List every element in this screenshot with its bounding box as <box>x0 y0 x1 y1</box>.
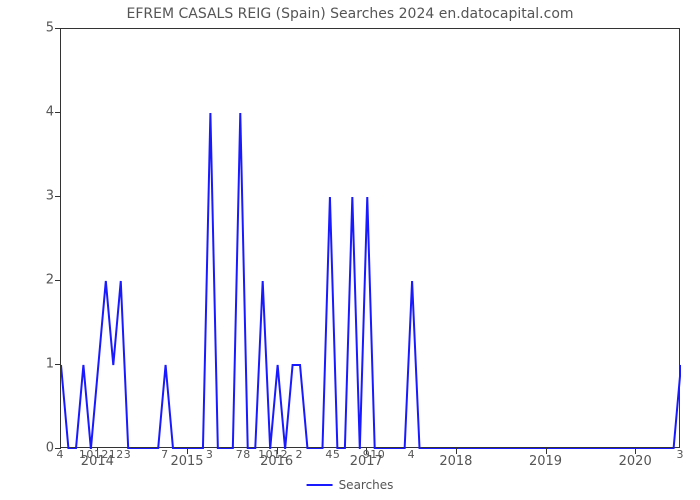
xtick-major-label: 2020 <box>619 454 652 469</box>
value-label: 1 <box>94 448 101 461</box>
value-label: 3 <box>124 448 131 461</box>
value-label: 0 <box>86 448 93 461</box>
ytick-mark <box>55 280 61 281</box>
ytick-label: 0 <box>14 441 54 456</box>
ytick-mark <box>55 112 61 113</box>
xtick-major-mark <box>635 448 636 454</box>
value-label: 0 <box>378 448 385 461</box>
value-label: 1 <box>273 448 280 461</box>
value-label: 8 <box>243 448 250 461</box>
ytick-mark <box>55 196 61 197</box>
ytick-label: 4 <box>14 105 54 120</box>
value-label: 2 <box>101 448 108 461</box>
ytick-label: 5 <box>14 21 54 36</box>
xtick-major-mark <box>546 448 547 454</box>
value-label: 5 <box>333 448 340 461</box>
legend-swatch <box>307 484 333 486</box>
xtick-major-label: 2015 <box>170 454 203 469</box>
value-label: 1 <box>258 448 265 461</box>
xtick-major-mark <box>187 448 188 454</box>
plot-area <box>60 28 680 448</box>
xtick-major-label: 2019 <box>529 454 562 469</box>
series-line <box>61 29 681 449</box>
value-label: 1 <box>370 448 377 461</box>
value-label: 9 <box>363 448 370 461</box>
legend-label: Searches <box>339 478 394 492</box>
value-label: 3 <box>206 448 213 461</box>
ytick-label: 3 <box>14 189 54 204</box>
xtick-major-label: 2018 <box>439 454 472 469</box>
legend: Searches <box>307 478 394 492</box>
chart-title: EFREM CASALS REIG (Spain) Searches 2024 … <box>0 6 700 22</box>
value-label: 2 <box>116 448 123 461</box>
value-label: 0 <box>266 448 273 461</box>
value-label: 4 <box>57 448 64 461</box>
value-label: 7 <box>236 448 243 461</box>
value-label: 7 <box>161 448 168 461</box>
value-label: 4 <box>408 448 415 461</box>
value-label: 1 <box>109 448 116 461</box>
value-label: 3 <box>677 448 684 461</box>
value-label: 4 <box>325 448 332 461</box>
xtick-major-mark <box>456 448 457 454</box>
chart-container: EFREM CASALS REIG (Spain) Searches 2024 … <box>0 0 700 500</box>
ytick-label: 1 <box>14 357 54 372</box>
ytick-mark <box>55 364 61 365</box>
value-label: 2 <box>296 448 303 461</box>
ytick-mark <box>55 28 61 29</box>
ytick-label: 2 <box>14 273 54 288</box>
value-label: 2 <box>281 448 288 461</box>
value-label: 1 <box>79 448 86 461</box>
